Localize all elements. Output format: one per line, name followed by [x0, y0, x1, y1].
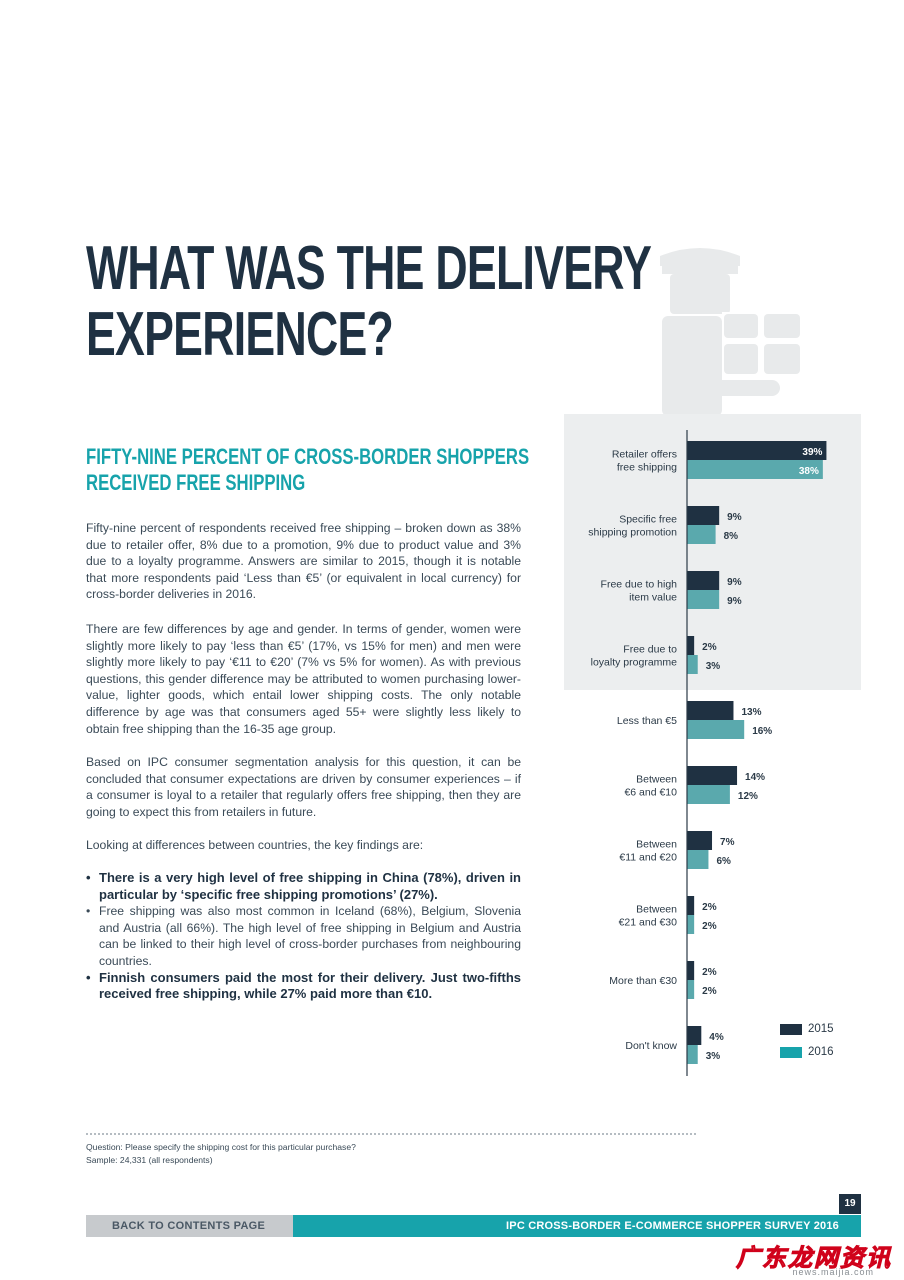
bar-2015 [687, 701, 734, 720]
footer-bar: BACK TO CONTENTS PAGE IPC CROSS-BORDER E… [86, 1215, 861, 1237]
bar-2016 [687, 460, 823, 479]
body-paragraph-1: Fifty-nine percent of respondents receiv… [86, 521, 521, 602]
footnote-divider [86, 1133, 696, 1135]
category-label: Between [636, 774, 677, 786]
legend-label-2016: 2016 [808, 1046, 834, 1058]
bar-2015 [687, 831, 713, 850]
data-label-2015: 9% [727, 512, 742, 523]
bar-2016 [687, 980, 695, 999]
data-label-2016: 38% [799, 466, 819, 477]
data-label-2016: 16% [752, 726, 772, 737]
category-label: loyalty programme [591, 657, 678, 669]
body-paragraph-2: There are few differences by age and gen… [86, 622, 521, 736]
category-label: Less than €5 [617, 715, 677, 727]
data-label-2016: 3% [706, 1051, 721, 1062]
section-subtitle-line-2: RECEIVED FREE SHIPPING [86, 470, 306, 495]
bar-2016 [687, 590, 720, 609]
bar-2016 [687, 655, 698, 674]
category-label: €6 and €10 [624, 787, 677, 799]
page-title-line-1: WHAT WAS THE DELIVERY [86, 234, 652, 303]
key-finding-item: Free shipping was also most common in Ic… [86, 903, 521, 969]
category-label: Free due to [623, 644, 677, 656]
section-subtitle: FIFTY-NINE PERCENT OF CROSS-BORDER SHOPP… [86, 444, 529, 496]
legend-item-2015: 2015 [780, 1020, 834, 1038]
key-finding-item: Finnish consumers paid the most for thei… [86, 970, 521, 1003]
data-label-2016: 3% [706, 661, 721, 672]
data-label-2015: 4% [709, 1032, 724, 1043]
data-label-2015: 7% [720, 837, 735, 848]
legend-item-2016: 2016 [780, 1043, 834, 1061]
section-subtitle-line-1: FIFTY-NINE PERCENT OF CROSS-BORDER SHOPP… [86, 444, 530, 469]
bar-2016 [687, 720, 745, 739]
legend-swatch-2015 [780, 1023, 802, 1035]
category-label: €11 and €20 [619, 852, 677, 864]
footnote-question: Question: Please specify the shipping co… [86, 1142, 356, 1152]
bar-2016 [687, 1045, 698, 1064]
watermark: 广东龙网资讯 news.maijia.com [736, 1238, 904, 1280]
data-label-2015: 14% [745, 772, 765, 783]
data-label-2016: 2% [702, 986, 717, 997]
category-label: free shipping [617, 462, 677, 474]
category-label: Free due to high [601, 579, 678, 591]
body-paragraph-4: Looking at differences between countries… [86, 838, 424, 852]
data-label-2016: 6% [716, 856, 731, 867]
watermark-text: 广东龙网资讯 [736, 1245, 892, 1273]
legend-swatch-2016 [780, 1046, 802, 1058]
chart-legend: 2015 2016 [780, 1020, 834, 1066]
legend-label-2015: 2015 [808, 1023, 834, 1035]
survey-title: IPC CROSS-BORDER E-COMMERCE SHOPPER SURV… [293, 1215, 861, 1237]
data-label-2015: 9% [727, 577, 742, 588]
bar-2016 [687, 785, 730, 804]
category-label: Retailer offers [612, 449, 677, 461]
data-label-2015: 2% [702, 967, 717, 978]
data-label-2015: 2% [702, 642, 717, 653]
body-paragraph-3: Based on IPC consumer segmentation analy… [86, 755, 521, 819]
page-title: WHAT WAS THE DELIVERY EXPERIENCE? [86, 234, 652, 369]
key-finding-item: There is a very high level of free shipp… [86, 870, 521, 903]
bar-2015 [687, 441, 827, 460]
bar-2015 [687, 896, 695, 915]
category-label: €21 and €30 [619, 917, 678, 929]
bar-2015 [687, 961, 695, 980]
category-label: Between [636, 904, 677, 916]
bar-2016 [687, 525, 716, 544]
bar-2015 [687, 506, 720, 525]
category-label: item value [629, 592, 677, 604]
bar-2015 [687, 636, 695, 655]
category-label: Specific free [619, 514, 677, 526]
category-label: shipping promotion [588, 527, 677, 539]
data-label-2015: 2% [702, 902, 717, 913]
data-label-2015: 13% [741, 707, 761, 718]
footnote: Question: Please specify the shipping co… [86, 1141, 356, 1167]
bar-2015 [687, 1026, 702, 1045]
bar-2016 [687, 850, 709, 869]
data-label-2016: 12% [738, 791, 758, 802]
footnote-sample: Sample: 24,331 (all respondents) [86, 1155, 213, 1165]
page-number: 19 [839, 1194, 861, 1214]
back-to-contents-button[interactable]: BACK TO CONTENTS PAGE [86, 1215, 293, 1237]
data-label-2016: 8% [724, 531, 739, 542]
key-findings-list: There is a very high level of free shipp… [86, 870, 521, 1003]
category-label: More than €30 [609, 975, 677, 987]
data-label-2015: 39% [802, 447, 822, 458]
bar-2015 [687, 571, 720, 590]
watermark-url: news.maijia.com [792, 1267, 874, 1277]
data-label-2016: 2% [702, 921, 717, 932]
bar-2016 [687, 915, 695, 934]
courier-illustration-icon [660, 248, 802, 416]
bar-2015 [687, 766, 738, 785]
data-label-2016: 9% [727, 596, 742, 607]
page-title-line-2: EXPERIENCE? [86, 300, 394, 369]
category-label: Don't know [625, 1040, 677, 1052]
category-label: Between [636, 839, 677, 851]
